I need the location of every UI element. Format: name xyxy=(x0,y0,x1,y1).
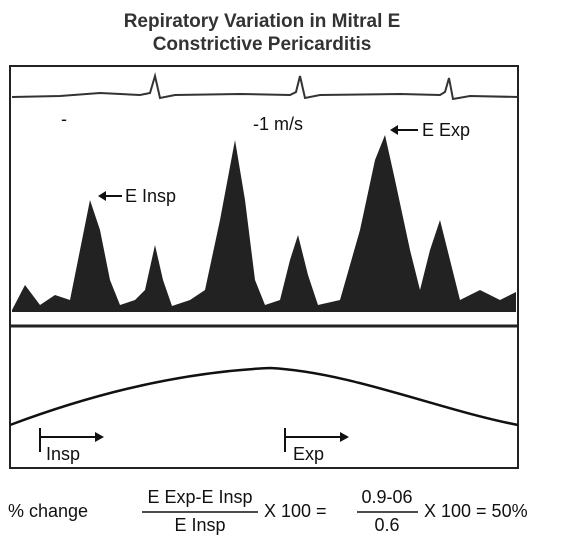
insp-label: Insp xyxy=(46,444,80,464)
formula-text: % change xyxy=(8,501,88,521)
scale-label: -1 m/s xyxy=(253,114,303,134)
title-line: Constrictive Pericarditis xyxy=(153,34,372,55)
e-insp-label: E Insp xyxy=(125,186,176,206)
formula-denominator: E Insp xyxy=(174,515,225,535)
ecg-trace xyxy=(11,72,519,101)
doppler-spectrum xyxy=(12,135,516,312)
arrow-head xyxy=(98,191,106,201)
formula-text: X 100 = xyxy=(264,501,327,521)
formula-text: X 100 = 50% xyxy=(424,501,528,521)
arrow-head xyxy=(390,125,398,135)
respiration-curve xyxy=(9,366,519,427)
arrow-head xyxy=(95,432,104,442)
frame xyxy=(9,65,519,469)
formula-numerator: E Exp-E Insp xyxy=(147,487,252,507)
title-line: Repiratory Variation in Mitral E xyxy=(124,11,401,32)
formula-numerator: 0.9-06 xyxy=(361,487,412,507)
marker: - xyxy=(61,109,67,129)
exp-label: Exp xyxy=(293,444,324,464)
e-exp-label: E Exp xyxy=(422,120,470,140)
formula-denominator: 0.6 xyxy=(374,515,399,535)
arrow-head xyxy=(340,432,349,442)
